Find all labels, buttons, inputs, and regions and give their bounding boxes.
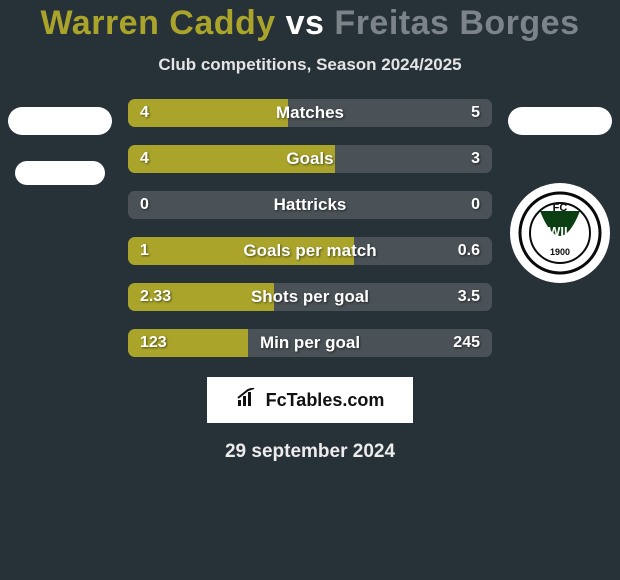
stat-row: 43Goals	[128, 145, 492, 173]
placeholder-pill	[8, 107, 112, 135]
date-text: 29 september 2024	[0, 441, 620, 463]
fc-wil-logo-icon: FC WIL 1900	[518, 191, 602, 275]
stat-row: 45Matches	[128, 99, 492, 127]
stat-bar-left	[128, 99, 288, 127]
left-team-column	[0, 99, 120, 211]
stat-bar-left	[128, 283, 274, 311]
stat-row: 123245Min per goal	[128, 329, 492, 357]
stat-row: 10.6Goals per match	[128, 237, 492, 265]
stat-bars: 45Matches 43Goals 00Hattricks 10.6Goals per…	[120, 99, 500, 357]
main-row: 45Matches 43Goals 00Hattricks 10.6Goals per…	[0, 99, 620, 357]
title-player-b: Freitas Borges	[334, 4, 579, 42]
brand-badge: FcTables.com	[207, 377, 413, 423]
stat-bar-left	[128, 329, 248, 357]
right-team-column: FC WIL 1900	[500, 99, 620, 283]
subtitle: Club competitions, Season 2024/2025	[0, 55, 620, 75]
stat-bar-right	[274, 283, 492, 311]
stat-bar-right	[128, 191, 492, 219]
placeholder-pill	[508, 107, 612, 135]
title-vs: vs	[276, 4, 335, 42]
fctables-logo-icon	[236, 388, 260, 413]
stat-bar-right	[248, 329, 492, 357]
club-logo: FC WIL 1900	[510, 183, 610, 283]
svg-text:WIL: WIL	[548, 224, 572, 239]
infographic-root: Warren Caddy vs Freitas Borges Club comp…	[0, 0, 620, 463]
svg-text:1900: 1900	[550, 247, 570, 257]
stat-row: 2.333.5Shots per goal	[128, 283, 492, 311]
stat-row: 00Hattricks	[128, 191, 492, 219]
stat-bar-left	[128, 145, 335, 173]
brand-text: FcTables.com	[266, 390, 385, 411]
page-title: Warren Caddy vs Freitas Borges	[0, 4, 620, 43]
stat-bar-right	[354, 237, 492, 265]
svg-text:FC: FC	[553, 202, 568, 214]
stat-bar-left	[128, 237, 354, 265]
stat-bar-right	[288, 99, 492, 127]
stat-bar-right	[335, 145, 492, 173]
title-player-a: Warren Caddy	[40, 4, 275, 42]
placeholder-pill	[15, 161, 105, 185]
